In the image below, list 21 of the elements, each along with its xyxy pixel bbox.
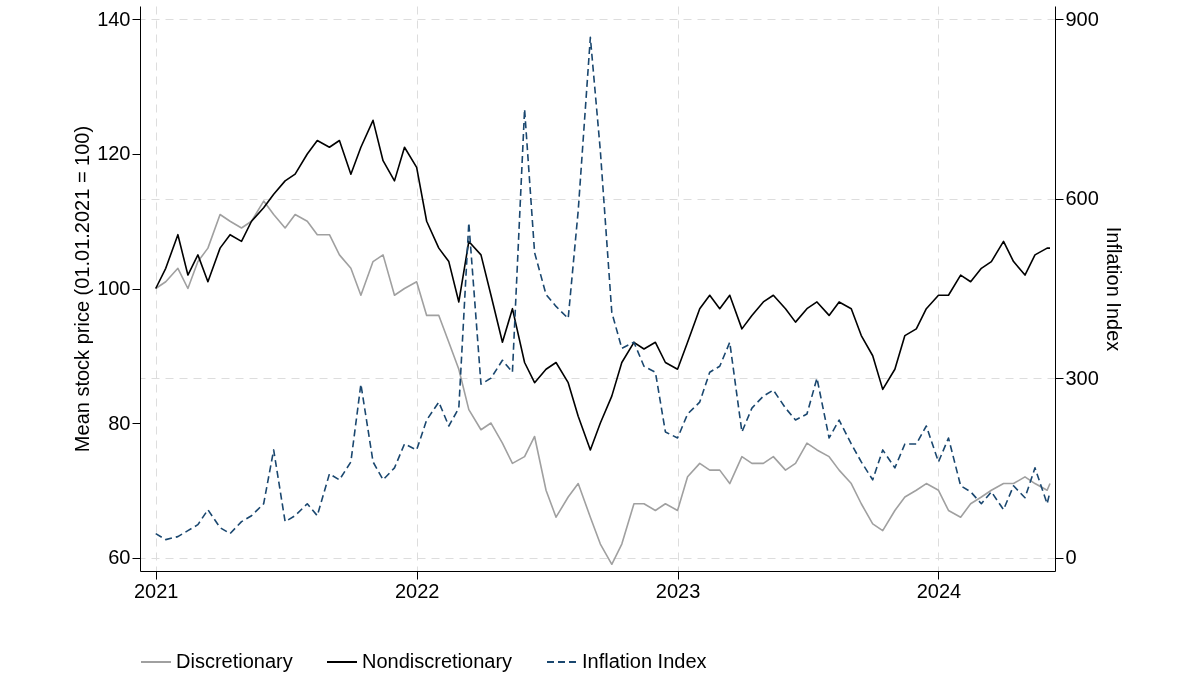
line-series <box>154 36 1051 541</box>
legend-label: Discretionary <box>176 650 293 672</box>
line-series <box>154 200 1051 566</box>
y2-tick-label: 300 <box>1065 366 1099 389</box>
y-tick-label: 100 <box>97 277 131 299</box>
y-tick-label: 80 <box>108 411 131 434</box>
x-tick-label: 2021 <box>133 579 179 602</box>
y2-tick-label: 0 <box>1065 546 1077 569</box>
x-tick-label: 2023 <box>655 579 701 602</box>
legend-label: Nondiscretionary <box>362 650 513 672</box>
y2-tick-label: 900 <box>1065 7 1099 30</box>
legend-label: Inflation Index <box>582 650 707 672</box>
y-tick-label: 60 <box>108 546 131 569</box>
y2-tick-label: 600 <box>1065 187 1099 210</box>
y-tick-label: 140 <box>97 7 131 30</box>
y-tick-label: 120 <box>97 142 131 165</box>
y-axis-title: Mean stock price (01.01.2021 = 100) <box>71 125 94 453</box>
x-tick-label: 2024 <box>916 579 962 602</box>
x-tick-label: 2022 <box>394 579 440 602</box>
line-series <box>154 119 1051 451</box>
y2-axis-title: Inflation Index <box>1102 226 1125 352</box>
